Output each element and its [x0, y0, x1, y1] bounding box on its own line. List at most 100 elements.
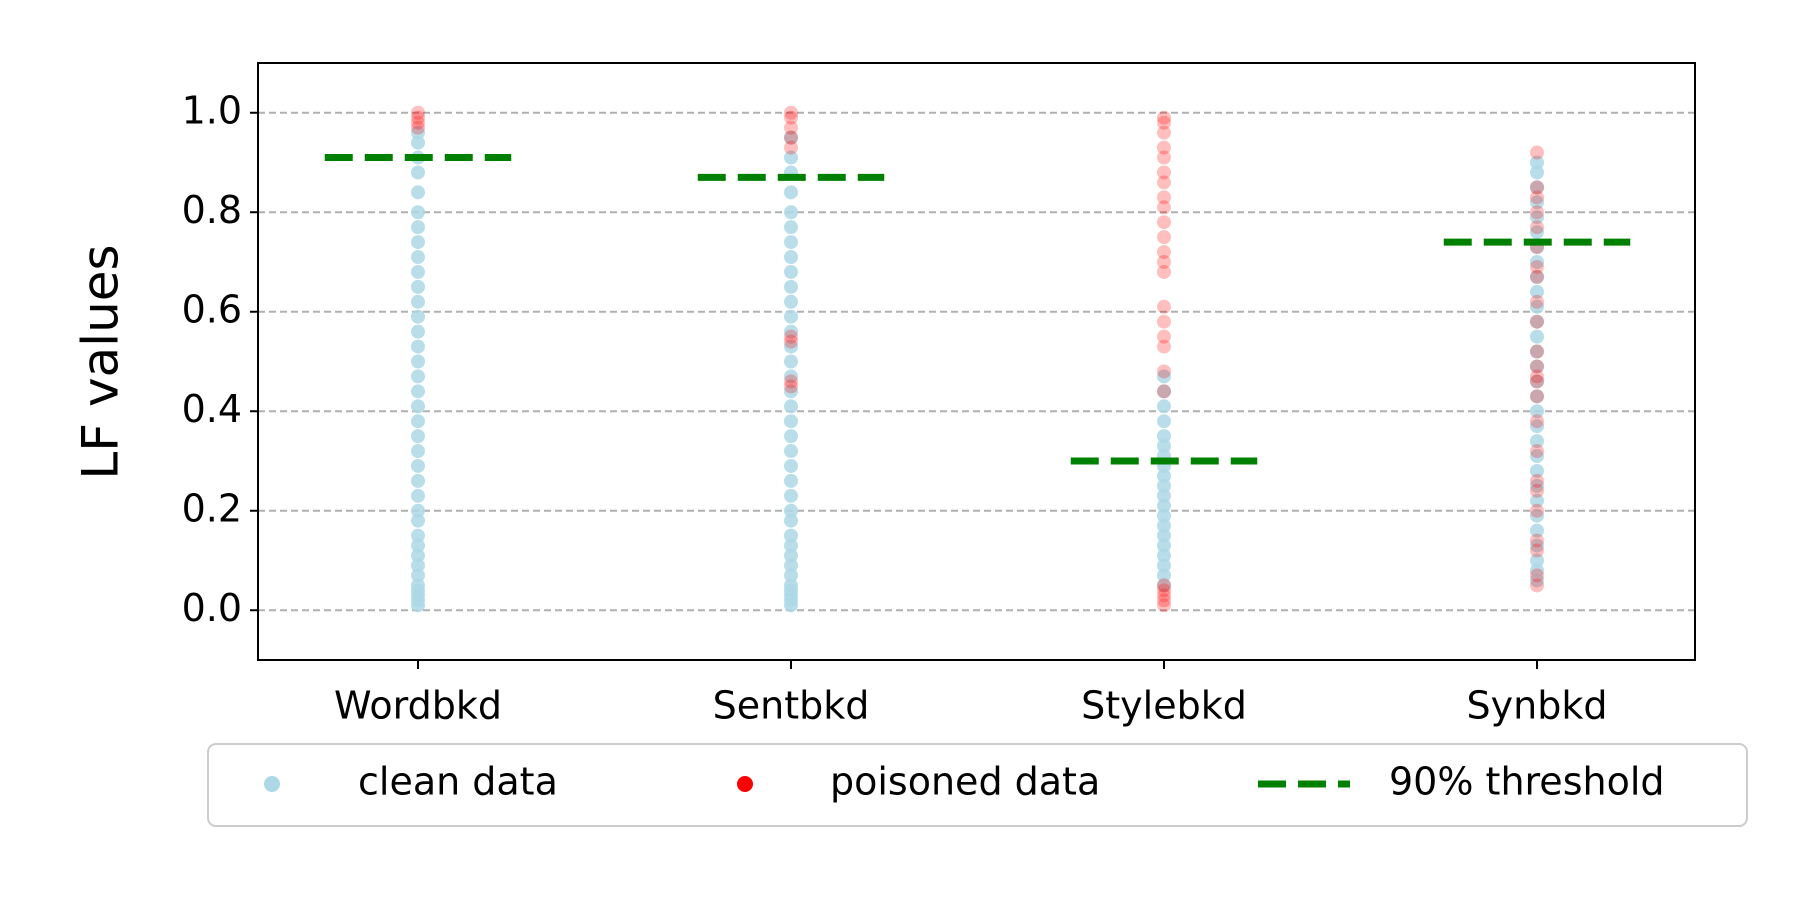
- clean-point: [411, 538, 425, 553]
- clean-point: [784, 568, 798, 583]
- clean-point: [784, 513, 798, 528]
- poisoned-point: [1157, 110, 1171, 125]
- poisoned-point: [1157, 190, 1171, 205]
- poisoned-point: [1530, 533, 1544, 548]
- clean-point: [784, 235, 798, 250]
- poisoned-point: [1530, 145, 1544, 160]
- poisoned-point: [411, 110, 425, 125]
- clean-point: [784, 578, 798, 593]
- poisoned-point: [1530, 205, 1544, 220]
- poisoned-point: [1157, 215, 1171, 230]
- clean-point: [411, 309, 425, 324]
- clean-point: [411, 513, 425, 528]
- clean-point: [784, 250, 798, 265]
- poisoned-point: [1530, 269, 1544, 284]
- clean-point: [1530, 314, 1544, 329]
- x-tick-label: Stylebkd: [1081, 684, 1247, 728]
- clean-point: [1157, 414, 1171, 429]
- poisoned-point: [1157, 245, 1171, 260]
- poisoned-point: [784, 379, 798, 394]
- clean-point: [784, 205, 798, 220]
- legend-label: clean data: [358, 760, 558, 804]
- clean-point: [1157, 508, 1171, 523]
- poisoned-point: [1157, 593, 1171, 608]
- clean-point: [1157, 399, 1171, 414]
- poisoned-point: [1530, 294, 1544, 309]
- poisoned-point: [784, 105, 798, 120]
- clean-point: [1157, 369, 1171, 384]
- poisoned-point: [1157, 299, 1171, 314]
- clean-point: [784, 444, 798, 459]
- clean-point: [784, 488, 798, 503]
- poisoned-point: [1157, 140, 1171, 155]
- clean-point: [784, 528, 798, 543]
- clean-point: [411, 354, 425, 369]
- clean-point: [1530, 374, 1544, 389]
- clean-point: [411, 369, 425, 384]
- clean-point: [784, 503, 798, 518]
- poisoned-point: [1157, 339, 1171, 354]
- poisoned-point: [1157, 230, 1171, 245]
- poisoned-point: [1157, 150, 1171, 165]
- clean-point: [1157, 518, 1171, 533]
- poisoned-point: [784, 140, 798, 155]
- clean-point: [1530, 389, 1544, 404]
- poisoned-point: [1530, 543, 1544, 558]
- y-tick-label: 0.2: [182, 486, 242, 530]
- clean-point: [784, 414, 798, 429]
- clean-point: [1530, 165, 1544, 180]
- clean-point: [411, 414, 425, 429]
- poisoned-point: [1530, 180, 1544, 195]
- poisoned-point: [784, 374, 798, 389]
- x-tick-label: Wordbkd: [334, 684, 502, 728]
- clean-point: [411, 125, 425, 140]
- poisoned-point: [1530, 369, 1544, 384]
- legend-label: poisoned data: [830, 760, 1100, 804]
- clean-point: [411, 294, 425, 309]
- poisoned-point: [1530, 568, 1544, 583]
- poisoned-point: [1530, 190, 1544, 205]
- clean-point: [1157, 558, 1171, 573]
- clean-point: [784, 384, 798, 399]
- poisoned-point: [1157, 115, 1171, 130]
- poisoned-point: [1530, 359, 1544, 374]
- clean-point: [411, 339, 425, 354]
- clean-point: [411, 135, 425, 150]
- poisoned-point: [1157, 264, 1171, 279]
- poisoned-point: [1157, 165, 1171, 180]
- clean-point: [1530, 553, 1544, 568]
- poisoned-point: [411, 120, 425, 135]
- poisoned-point: [1157, 364, 1171, 379]
- clean-point: [411, 578, 425, 593]
- clean-point: [1530, 255, 1544, 269]
- legend-marker: [737, 776, 753, 792]
- clean-point: [784, 458, 798, 473]
- poisoned-point: [1530, 220, 1544, 235]
- clean-point: [1530, 269, 1544, 284]
- clean-point: [1157, 568, 1171, 583]
- clean-point: [411, 458, 425, 473]
- clean-point: [1530, 478, 1544, 493]
- clean-point: [1530, 563, 1544, 578]
- clean-point: [784, 538, 798, 553]
- legend-marker: [264, 776, 280, 792]
- clean-point: [411, 324, 425, 339]
- clean-point: [411, 250, 425, 265]
- clean-point: [784, 150, 798, 165]
- clean-point: [1530, 449, 1544, 464]
- poisoned-point: [1157, 384, 1171, 399]
- poisoned-point: [1157, 314, 1171, 329]
- clean-point: [1530, 225, 1544, 240]
- clean-point: [1157, 498, 1171, 513]
- clean-point: [1157, 538, 1171, 553]
- clean-point: [1530, 155, 1544, 170]
- poisoned-point: [784, 110, 798, 125]
- clean-point: [1530, 523, 1544, 538]
- clean-point: [411, 279, 425, 294]
- y-tick-label: 1.0: [182, 88, 242, 132]
- poisoned-point: [1530, 503, 1544, 518]
- y-axis-label: LF values: [72, 244, 130, 479]
- clean-point: [1530, 493, 1544, 508]
- clean-point: [1157, 548, 1171, 563]
